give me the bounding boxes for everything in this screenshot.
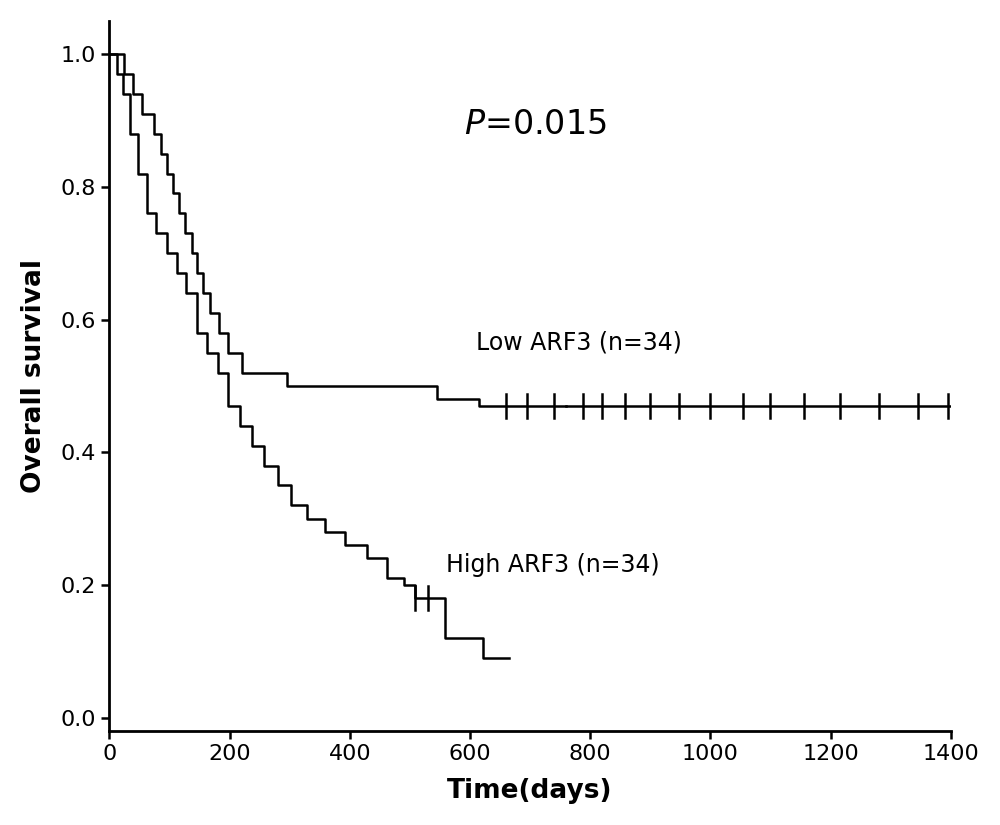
Text: $\it{P}$=0.015: $\it{P}$=0.015 (464, 108, 607, 141)
X-axis label: Time(days): Time(days) (447, 778, 613, 804)
Text: Low ARF3 (n=34): Low ARF3 (n=34) (476, 330, 682, 355)
Y-axis label: Overall survival: Overall survival (21, 259, 47, 493)
Text: High ARF3 (n=34): High ARF3 (n=34) (446, 553, 660, 577)
